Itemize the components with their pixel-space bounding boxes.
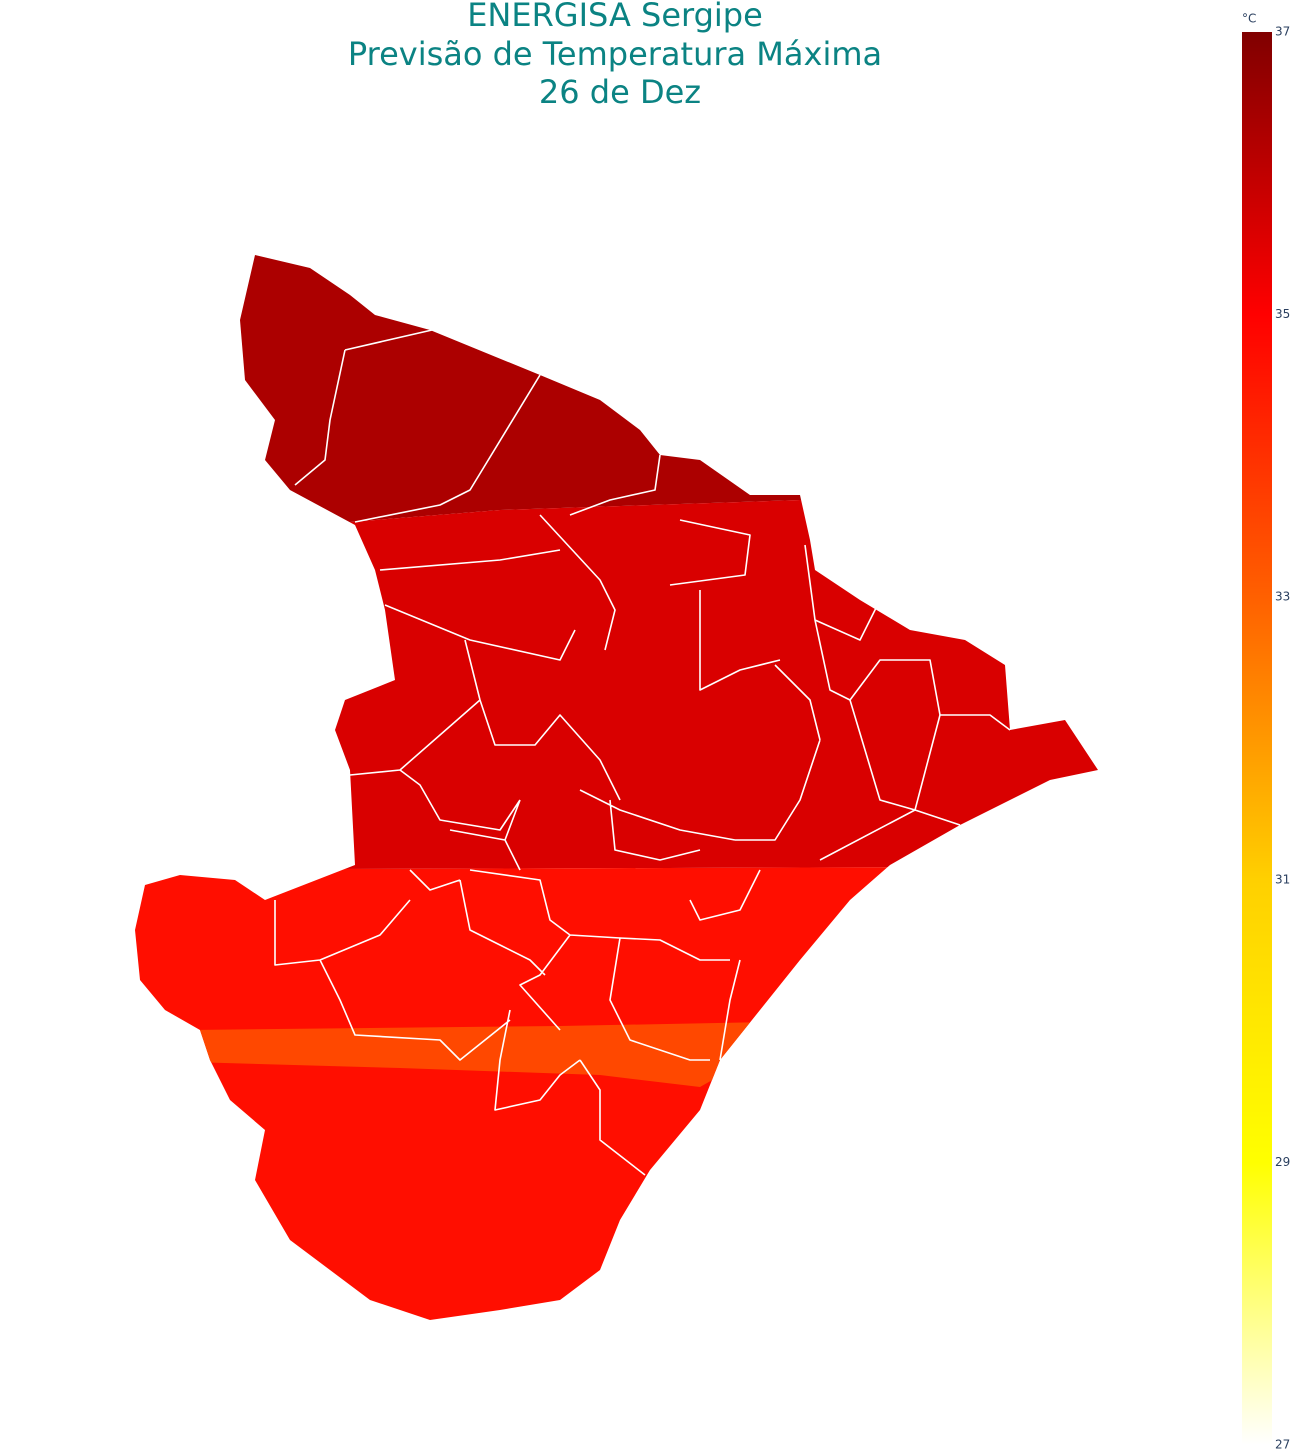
title-line: Previsão de Temperatura Máxima bbox=[348, 35, 882, 73]
title-line: 26 de Dez bbox=[539, 73, 701, 111]
colorbar-tick-label: 35 bbox=[1275, 307, 1290, 321]
colorbar-tick-label: 33 bbox=[1275, 590, 1290, 604]
title-line: ENERGISA Sergipe bbox=[467, 0, 763, 34]
colorbar: °C 27 29 31 33 35 37 bbox=[1242, 12, 1290, 1452]
municipal-borders bbox=[274, 329, 1011, 1176]
colorbar-gradient bbox=[1242, 32, 1272, 1445]
colorbar-tick-label: 29 bbox=[1275, 1155, 1290, 1169]
colorbar-tick-label: 37 bbox=[1275, 25, 1290, 39]
colorbar-tick-label: 27 bbox=[1275, 1438, 1290, 1452]
temperature-zone bbox=[135, 866, 1098, 1320]
colorbar-tick-label: 31 bbox=[1275, 872, 1290, 886]
colorbar-title: °C bbox=[1242, 12, 1256, 26]
temperature-zone bbox=[190, 1022, 770, 1087]
temperature-zone bbox=[135, 498, 1098, 870]
